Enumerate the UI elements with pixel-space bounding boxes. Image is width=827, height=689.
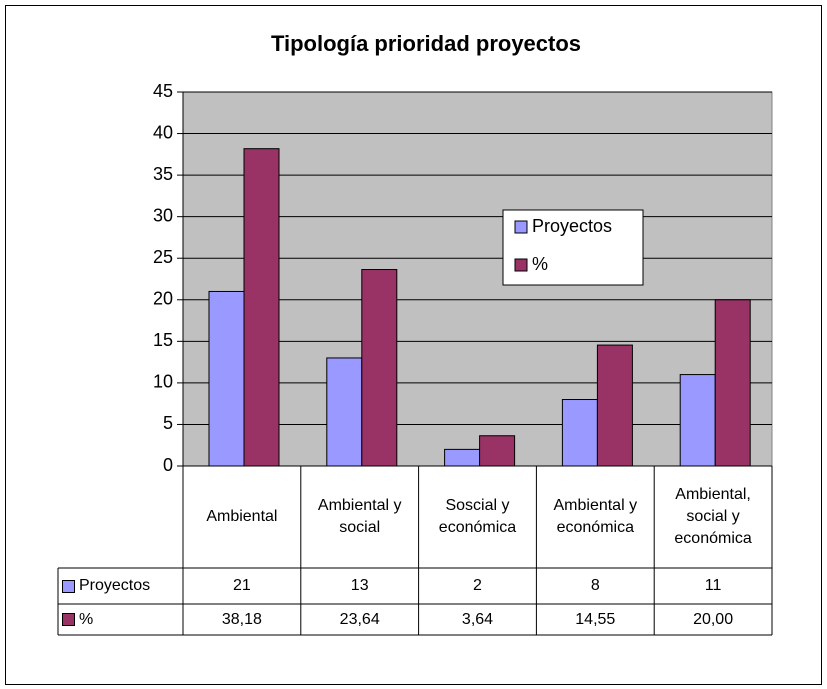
table-value-text: 3,64 <box>461 610 494 628</box>
bar <box>679 374 716 467</box>
table-row-label-text: % <box>79 610 94 628</box>
bar <box>596 344 633 467</box>
x-tick-label-text: Ambiental y económica <box>553 497 638 536</box>
y-tick-label: 15 <box>153 330 173 350</box>
bar <box>479 435 516 467</box>
bar <box>326 357 363 467</box>
table-value: 38,18 <box>183 604 301 635</box>
table-value: 11 <box>654 568 772 604</box>
table-row-label: Proyectos <box>58 568 183 604</box>
bar <box>208 290 245 467</box>
table-value: 2 <box>419 568 537 604</box>
y-tick-label: 30 <box>153 205 173 225</box>
x-tick-label: Soscial y económica <box>419 466 537 568</box>
legend-key <box>62 613 75 626</box>
table-row-label: % <box>58 604 183 635</box>
y-tick-label: 45 <box>153 81 173 101</box>
table-value: 14,55 <box>536 604 654 635</box>
table-value: 8 <box>536 568 654 604</box>
y-tick-label: 40 <box>153 122 173 142</box>
legend-label: % <box>532 254 548 274</box>
table-value: 13 <box>301 568 419 604</box>
x-tick-label: Ambiental <box>183 466 301 568</box>
x-tick-label-text: Soscial y económica <box>438 497 517 536</box>
y-tick-label: 25 <box>153 247 173 267</box>
legend-label: Proyectos <box>532 216 612 236</box>
legend-key <box>514 258 528 272</box>
x-tick-label: Ambiental y social <box>301 466 419 568</box>
bar <box>444 448 481 467</box>
chart-title: Tipología prioridad proyectos <box>271 31 581 56</box>
x-tick-label-text: Ambiental <box>206 508 278 525</box>
legend-key <box>62 579 75 593</box>
y-tick-label: 35 <box>153 164 173 184</box>
bar <box>561 399 598 467</box>
table-value: 3,64 <box>419 604 537 635</box>
legend-key <box>514 220 528 234</box>
table-value-text: 2 <box>473 577 482 594</box>
x-tick-label: Ambiental y económica <box>536 466 654 568</box>
table-value-text: 38,18 <box>221 610 262 628</box>
table-value-text: 14,55 <box>575 610 616 628</box>
y-tick-label: 20 <box>153 289 173 309</box>
x-tick-label-text: Ambiental, social y económica <box>674 486 752 547</box>
bar <box>714 299 751 467</box>
table-value: 21 <box>183 568 301 604</box>
table-value-text: 8 <box>590 577 600 594</box>
table-row-label-text: Proyectos <box>79 577 151 594</box>
table-value-text: 23,64 <box>339 610 380 628</box>
bar <box>361 269 398 467</box>
y-tick-label: 10 <box>153 372 173 392</box>
bar <box>243 148 280 467</box>
table-value-text: 20,00 <box>693 610 734 628</box>
table-value-text: 11 <box>704 577 722 594</box>
table-value-text: 21 <box>233 577 251 594</box>
table-value: 23,64 <box>301 604 419 635</box>
x-tick-label-text: Ambiental y social <box>317 497 402 536</box>
y-tick-label: 5 <box>163 413 173 433</box>
table-value-text: 13 <box>350 577 369 594</box>
x-tick-label: Ambiental, social y económica <box>654 466 772 568</box>
table-value: 20,00 <box>654 604 772 635</box>
y-tick-label: 0 <box>163 455 173 475</box>
